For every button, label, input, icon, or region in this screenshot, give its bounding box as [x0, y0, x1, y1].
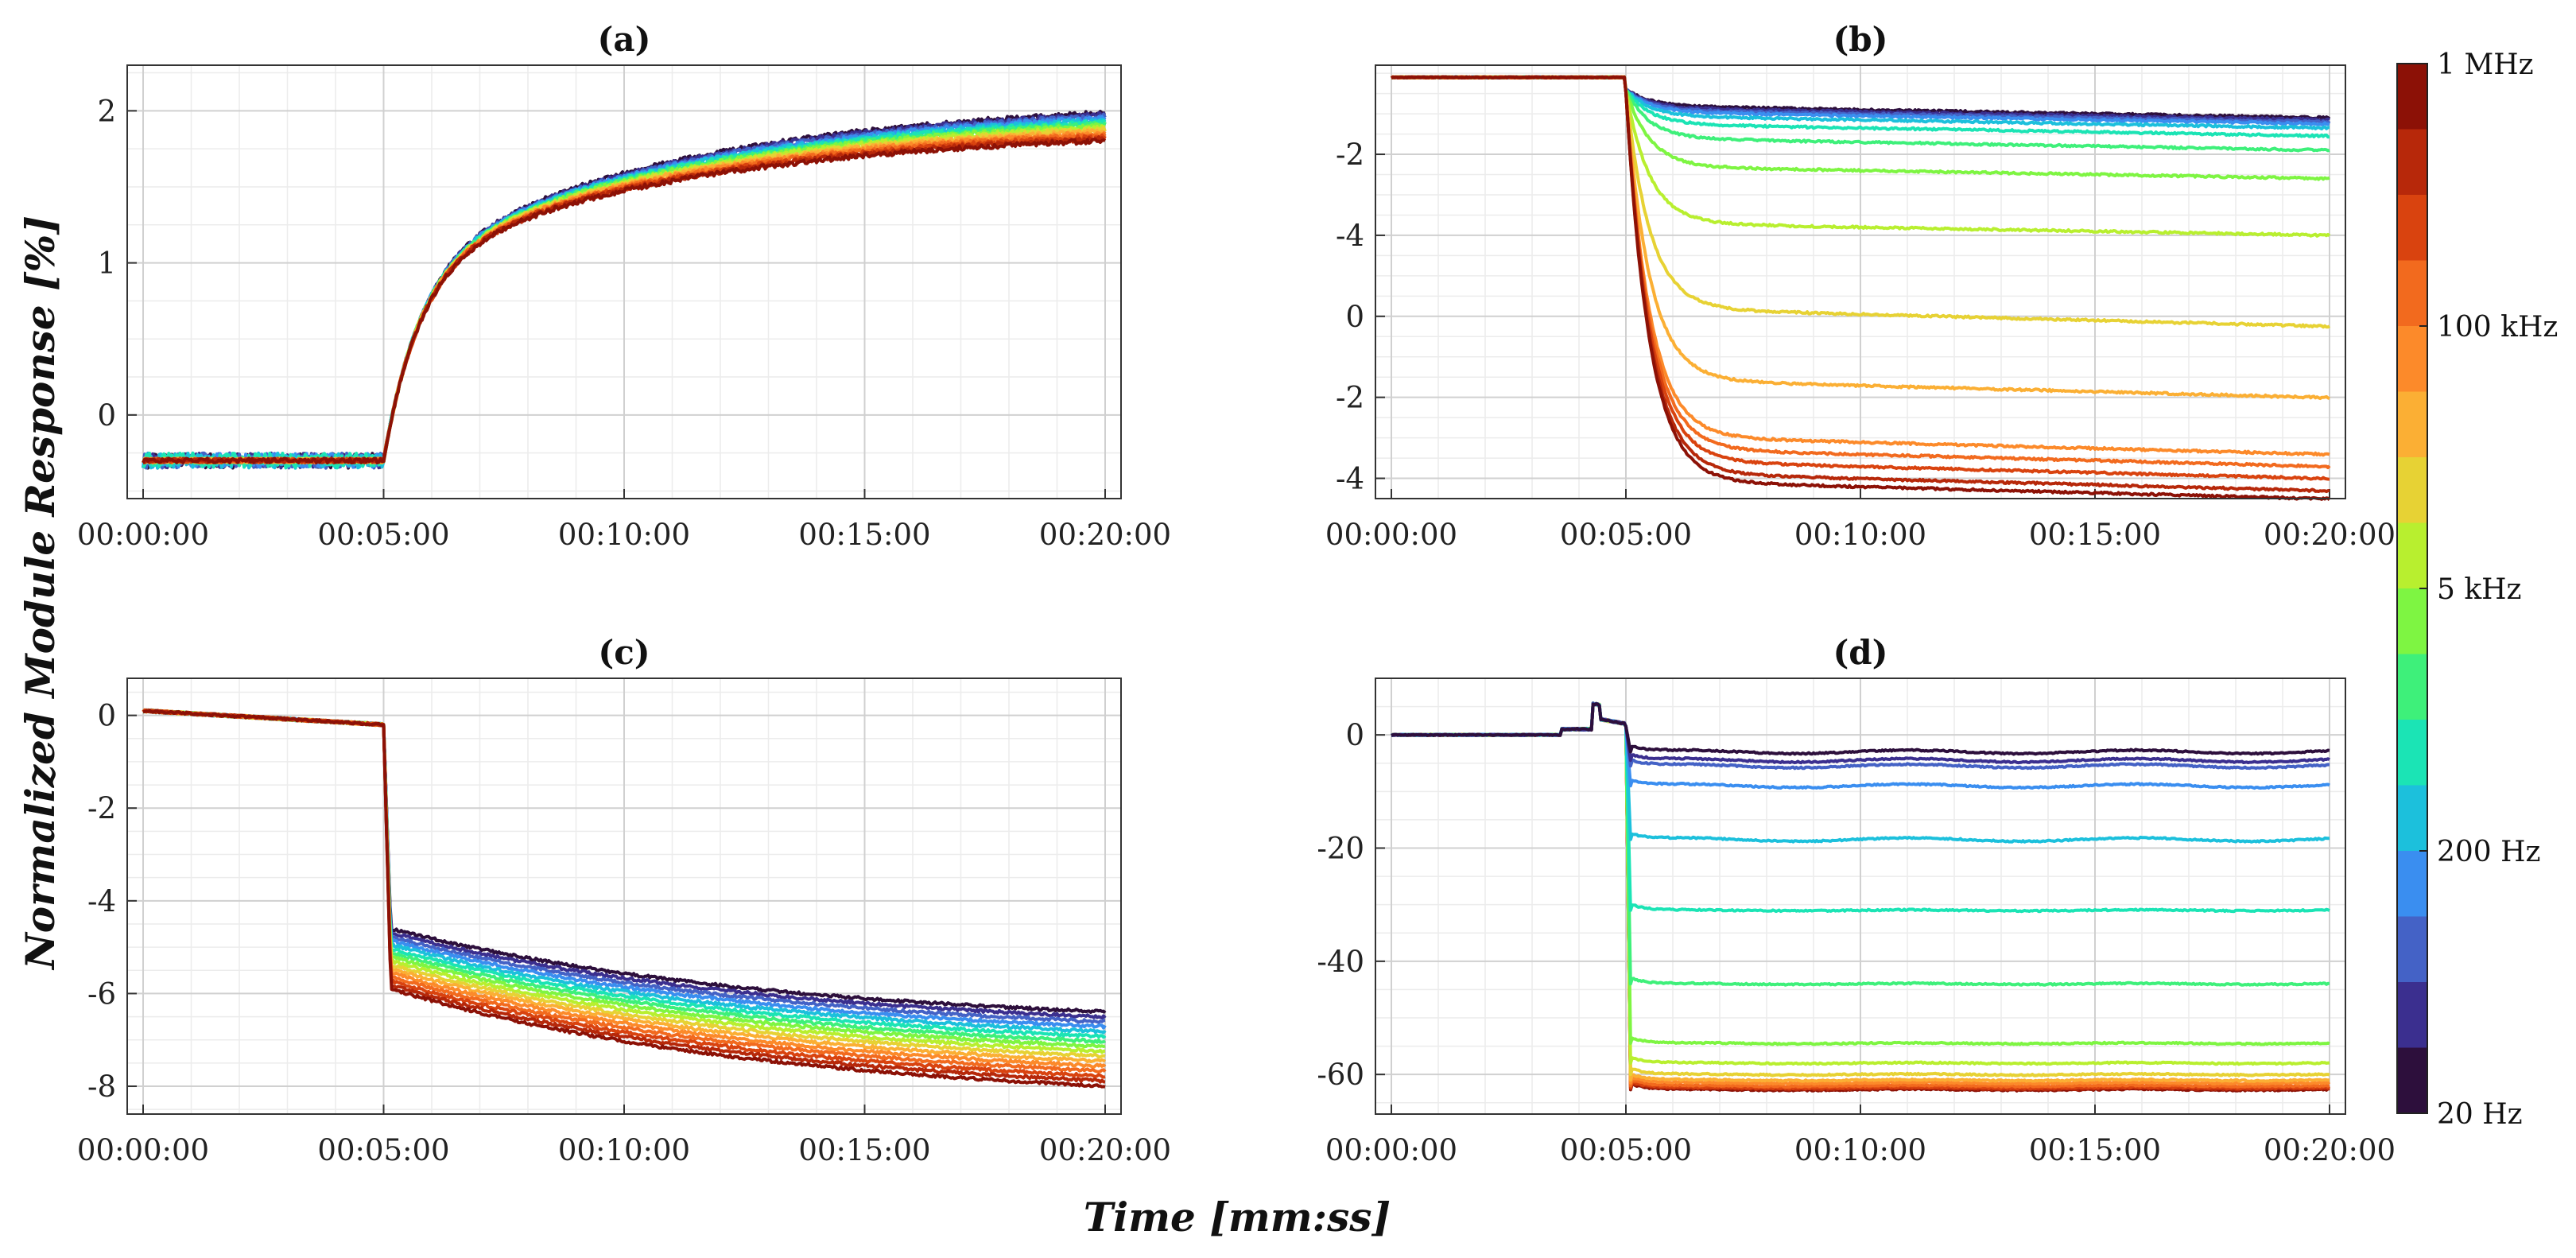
x-tick-label: 00:20:00 [2264, 518, 2396, 552]
colorbar-label: 200 Hz [2437, 836, 2541, 868]
plot-frame [1375, 64, 2346, 499]
y-tick-label: 1 [97, 247, 116, 281]
colorbar-segment [2397, 64, 2427, 130]
x-axis-label: Time [mm:ss] [1084, 1194, 1391, 1241]
series-line [142, 115, 1107, 469]
y-tick-label: -8 [87, 1070, 116, 1104]
y-tick-label: -2 [1336, 381, 1364, 415]
colorbar-segment [2397, 391, 2427, 458]
colorbar: 1 MHz 100 kHz 5 kHz 200 Hz 20 Hz [2396, 49, 2558, 1131]
colorbar-label: 20 Hz [2437, 1098, 2523, 1131]
x-tick-label: 00:00:00 [77, 518, 209, 552]
x-tick-label: 00:05:00 [1560, 518, 1692, 552]
y-tick-label: -2 [1336, 138, 1364, 172]
series-line [142, 138, 1106, 464]
x-tick-label: 00:15:00 [798, 1133, 930, 1167]
colorbar-segment [2397, 326, 2427, 392]
y-tick-label: 0 [97, 699, 116, 733]
panel-d: 00:00:00 00:05:00 00:10:00 00:15:00 00:20:00… [1317, 633, 2396, 1167]
panel-title: (c) [598, 633, 650, 672]
plot-frame [126, 678, 1122, 1115]
colorbar-segment [2397, 1047, 2427, 1114]
panel-title: (d) [1833, 633, 1887, 672]
x-tick-label: 00:20:00 [1039, 518, 1171, 552]
y-tick-label: 0 [1345, 300, 1364, 334]
x-tick-label: 00:15:00 [2029, 518, 2161, 552]
x-tick-label: 00:10:00 [558, 518, 690, 552]
colorbar-label: 100 kHz [2437, 311, 2558, 344]
x-tick-label: 00:20:00 [2264, 1133, 2396, 1167]
x-tick-label: 00:15:00 [2029, 1133, 2161, 1167]
x-tick-label: 00:20:00 [1039, 1133, 1171, 1167]
y-tick-label: 0 [97, 398, 116, 433]
x-tick-label: 00:00:00 [1325, 518, 1457, 552]
panel-b: 00:00:00 00:05:00 00:10:00 00:15:00 00:20:00… [1325, 20, 2396, 552]
y-tick-label: -4 [1336, 219, 1364, 253]
series-line [1391, 702, 2330, 756]
colorbar-segment [2397, 916, 2427, 983]
colorbar-label: 5 kHz [2437, 573, 2522, 606]
colorbar-segment [2397, 195, 2427, 261]
panel-title: (a) [598, 20, 651, 59]
y-tick-label: -2 [87, 791, 116, 825]
y-tick-label: -40 [1317, 945, 1364, 979]
x-tick-label: 00:00:00 [1325, 1133, 1457, 1167]
y-tick-label: -60 [1317, 1058, 1364, 1092]
series-line [142, 111, 1107, 470]
series-line [142, 709, 1106, 1089]
y-tick-label: 0 [1345, 718, 1364, 752]
colorbar-segment [2397, 785, 2427, 852]
panel-c: 00:00:00 00:05:00 00:10:00 00:15:00 00:20:00… [77, 633, 1171, 1167]
colorbar-segment [2397, 982, 2427, 1048]
y-tick-label: 2 [97, 94, 116, 128]
x-tick-label: 00:00:00 [77, 1133, 209, 1167]
panel-a: 00:00:00 00:05:00 00:10:00 00:15:00 00:20:00… [77, 20, 1171, 552]
colorbar-label: 1 MHz [2437, 49, 2534, 81]
y-tick-label: -20 [1317, 832, 1364, 866]
colorbar-segment [2397, 522, 2427, 589]
y-tick-label: -4 [1336, 462, 1364, 496]
plot-frame [126, 64, 1122, 499]
x-tick-label: 00:10:00 [1794, 1133, 1926, 1167]
x-tick-label: 00:10:00 [1794, 518, 1926, 552]
x-tick-label: 00:05:00 [1560, 1133, 1692, 1167]
colorbar-segment [2397, 720, 2427, 786]
x-tick-label: 00:05:00 [317, 518, 449, 552]
colorbar-segment [2397, 588, 2427, 654]
y-axis-label: Normalized Module Response [%] [17, 215, 64, 971]
plot-frame [1375, 678, 2346, 1115]
y-tick-label: -4 [87, 884, 116, 918]
colorbar-segment [2397, 457, 2427, 523]
colorbar-segment [2397, 260, 2427, 327]
colorbar-segment [2397, 851, 2427, 917]
panels-group: 00:00:00 00:05:00 00:10:00 00:15:00 00:20:00… [77, 20, 2396, 1167]
panel-title: (b) [1833, 20, 1887, 59]
x-tick-label: 00:15:00 [798, 518, 930, 552]
colorbar-segment [2397, 129, 2427, 196]
x-tick-label: 00:10:00 [558, 1133, 690, 1167]
x-tick-label: 00:05:00 [317, 1133, 449, 1167]
colorbar-segment [2397, 654, 2427, 720]
series-line [1391, 75, 2331, 502]
y-tick-label: -6 [87, 977, 116, 1011]
